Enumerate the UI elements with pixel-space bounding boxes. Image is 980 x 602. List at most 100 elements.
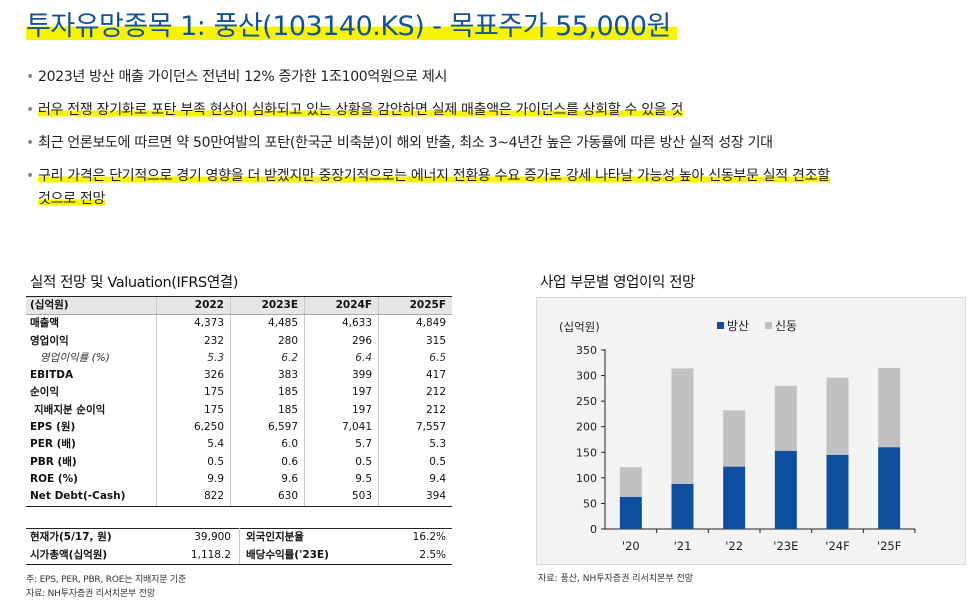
chart-section-title: 사업 부문별 영업이익 전망 xyxy=(540,275,695,291)
market-row: 현재가(5/17, 원) 39,900 외국인지분율 16.2% xyxy=(26,528,452,547)
x-tick-label: '25F xyxy=(877,539,901,553)
table-body: 매출액 4,373 4,485 4,633 4,849 영업이익 232 280 296 315 영… xyxy=(26,314,452,507)
row-label: EBITDA xyxy=(30,369,74,382)
bar-segment-defense xyxy=(619,496,642,529)
y-tick-label: 100 xyxy=(576,472,597,485)
bullet-item: • 러우 전쟁 장기화로 포탄 부족 현상이 심화되고 있는 상황을 감안하면 … xyxy=(26,99,974,122)
row-label: 영업이익 xyxy=(30,334,69,347)
row-value: 9.5 xyxy=(304,470,379,489)
bullet-text-highlighted-cont: 것으로 전망 xyxy=(38,191,106,207)
table-header-cell: 2023E xyxy=(230,295,305,316)
row-value: 0.5 xyxy=(304,453,379,471)
bar-segment-defense xyxy=(826,454,849,529)
table-header-cell: 2022 xyxy=(156,295,231,316)
table-row: 영업이익률 (%) 5.3 6.2 6.4 6.5 xyxy=(26,349,452,368)
market-value: 1,118.2 xyxy=(176,546,240,565)
y-tick-label: 0 xyxy=(590,523,597,536)
bullet-dot-icon: • xyxy=(26,168,34,184)
row-label: PBR (배) xyxy=(30,455,77,468)
bar-segment-defense xyxy=(774,450,797,529)
market-value: 2.5% xyxy=(384,546,452,565)
row-value: 6.2 xyxy=(230,349,305,368)
table-row: EBITDA 326 383 399 417 xyxy=(26,367,452,385)
bullet-dot-icon: • xyxy=(26,102,34,118)
table-row: EPS (원) 6,250 6,597 7,041 7,557 xyxy=(26,419,452,437)
y-tick-label: 300 xyxy=(576,370,597,383)
table-row: 순이익 175 185 197 212 xyxy=(26,384,452,402)
table-row: ROE (%) 9.9 9.6 9.5 9.4 xyxy=(26,470,452,489)
bar-segment-copper xyxy=(671,368,694,484)
x-tick-label: '20 xyxy=(622,539,640,553)
x-tick-label: '24F xyxy=(825,539,849,553)
row-value: 6.4 xyxy=(304,349,379,368)
y-tick-label: 50 xyxy=(583,497,597,510)
row-value: 0.6 xyxy=(230,453,305,471)
table-header-cell: (십억원) xyxy=(26,295,157,316)
table-header-row: (십억원) 2022 2023E 2024F 2025F xyxy=(26,295,452,316)
market-label: 외국인지분율 xyxy=(239,528,385,547)
stacked-bar-chart: (십억원) 방산 신동 0 50 100 150 200 250 300 350 '20 '21 '22 '… xyxy=(559,319,916,553)
row-value: 7,557 xyxy=(378,419,452,437)
row-label: 지배지분 순이익 xyxy=(34,403,106,416)
chart-panel: (십억원) 방산 신동 0 50 100 150 200 250 300 350 '20 '21 '22 '… xyxy=(536,297,966,565)
table-row: PBR (배) 0.5 0.6 0.5 0.5 xyxy=(26,453,452,471)
row-value: 9.9 xyxy=(156,470,231,489)
row-value: 4,633 xyxy=(304,314,379,333)
row-value: 4,373 xyxy=(156,314,231,333)
legend-label: 방산 xyxy=(727,319,749,333)
bullet-item: • 최근 언론보도에 따르면 약 50만여발의 포탄(한국군 비축분)이 해외 … xyxy=(26,132,974,155)
row-value: 212 xyxy=(378,401,452,420)
row-value: 175 xyxy=(156,384,231,402)
bar-segment-copper xyxy=(878,367,901,448)
row-value: 4,849 xyxy=(378,314,452,333)
bullet-text-highlighted: 구리 가격은 단기적으로 경기 영향을 더 받겠지만 중장기적으로는 에너지 전… xyxy=(38,168,830,184)
market-row: 시가총액(십억원) 1,118.2 배당수익률('23E) 2.5% xyxy=(26,546,452,565)
table-row: 매출액 4,373 4,485 4,633 4,849 xyxy=(26,314,452,333)
bullet-item: • 구리 가격은 단기적으로 경기 영향을 더 받겠지만 중장기적으로는 에너지… xyxy=(26,165,974,211)
bullet-list: • 2023년 방산 매출 가이던스 전년비 12% 증가한 1조100억원으로… xyxy=(26,66,974,221)
row-value: 503 xyxy=(304,488,379,507)
bar-segment-defense xyxy=(723,466,746,529)
row-label: 매출액 xyxy=(30,317,59,330)
market-info-table: 현재가(5/17, 원) 39,900 외국인지분율 16.2% 시가총액(십억… xyxy=(26,528,452,565)
row-value: 5.3 xyxy=(378,436,452,454)
row-value: 232 xyxy=(156,332,231,350)
market-value: 16.2% xyxy=(384,528,452,547)
table-footnote: 주: EPS, PER, PBR, ROE는 지배지분 기준 xyxy=(26,575,187,585)
row-value: 4,485 xyxy=(230,314,305,333)
row-value: 399 xyxy=(304,367,379,385)
bullet-text: 2023년 방산 매출 가이던스 전년비 12% 증가한 1조100억원으로 제… xyxy=(38,69,448,85)
row-label: Net Debt(-Cash) xyxy=(26,488,157,507)
row-label: ROE (%) xyxy=(30,472,78,485)
table-row: Net Debt(-Cash) 822 630 503 394 xyxy=(26,488,452,507)
table-header-cell: 2025F xyxy=(378,295,452,316)
x-tick-label: '22 xyxy=(725,539,743,553)
table-source: 자료: NH투자증권 리서치본부 전망 xyxy=(26,589,155,599)
market-label: 시가총액(십억원) xyxy=(26,546,176,565)
row-value: 6.0 xyxy=(230,436,305,454)
row-value: 197 xyxy=(304,384,379,402)
bullet-item: • 2023년 방산 매출 가이던스 전년비 12% 증가한 1조100억원으로… xyxy=(26,66,974,89)
row-value: 383 xyxy=(230,367,305,385)
chart-source: 자료: 풍산, NH투자증권 리서치본부 전망 xyxy=(538,574,694,584)
row-value: 394 xyxy=(378,488,452,507)
x-tick-label: '21 xyxy=(674,539,692,553)
table-row: PER (배) 5.4 6.0 5.7 5.3 xyxy=(26,436,452,454)
row-value: 185 xyxy=(230,384,305,402)
row-value: 822 xyxy=(156,488,231,507)
market-value: 39,900 xyxy=(176,528,240,547)
x-tick-label: '23E xyxy=(773,539,798,553)
row-value: 9.4 xyxy=(378,470,452,489)
table-row: 지배지분 순이익 175 185 197 212 xyxy=(26,401,452,420)
row-value: 6,597 xyxy=(230,419,305,437)
row-value: 315 xyxy=(378,332,452,350)
row-label: 순이익 xyxy=(30,386,59,399)
row-value: 0.5 xyxy=(378,453,452,471)
row-value: 280 xyxy=(230,332,305,350)
row-value: 630 xyxy=(230,488,305,507)
bar-segment-copper xyxy=(826,377,849,455)
row-value: 175 xyxy=(156,401,231,420)
bar-segment-copper xyxy=(723,410,746,467)
bullet-text: 최근 언론보도에 따르면 약 50만여발의 포탄(한국군 비축분)이 해외 반출… xyxy=(38,135,773,151)
y-tick-label: 350 xyxy=(576,344,597,357)
